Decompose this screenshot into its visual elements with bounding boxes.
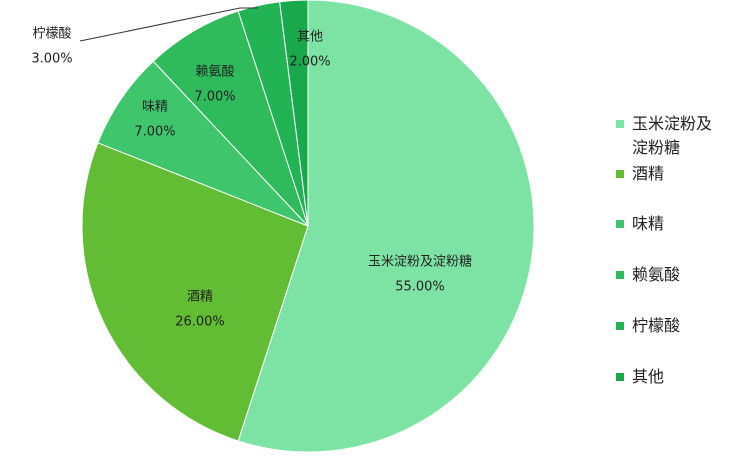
legend-label: 柠檬酸: [632, 316, 681, 335]
slice-value-label: 26.00%: [175, 315, 225, 330]
slice-label: 其他: [297, 30, 323, 45]
slice-value-label: 3.00%: [31, 52, 72, 67]
slice-value-label: 2.00%: [289, 55, 330, 70]
slice-label: 玉米淀粉及淀粉糖: [368, 254, 472, 270]
legend-swatch: [616, 373, 624, 381]
slice-value-label: 7.00%: [134, 125, 175, 140]
legend-swatch: [616, 220, 624, 228]
legend-label: 玉米淀粉及淀粉糖: [632, 114, 713, 157]
slice-label: 味精: [142, 100, 168, 115]
legend-item: 酒精: [616, 162, 726, 186]
legend-item: 玉米淀粉及淀粉糖: [616, 112, 726, 160]
legend-item: 柠檬酸: [616, 314, 726, 338]
pie-slice: [81, 142, 309, 442]
legend-item: 其他: [616, 365, 726, 389]
legend-label: 赖氨酸: [632, 265, 681, 284]
slice-value-label: 7.00%: [194, 90, 235, 105]
legend-label: 酒精: [632, 164, 665, 183]
leader-line: [79, 7, 258, 42]
pie-slice: [279, 0, 309, 227]
legend-label: 其他: [632, 367, 665, 386]
legend-swatch: [616, 322, 624, 330]
legend-item: 赖氨酸: [616, 263, 726, 287]
legend-swatch: [616, 170, 624, 178]
slice-label: 酒精: [187, 290, 213, 305]
slice-value-label: 55.00%: [395, 280, 445, 295]
slice-label: 柠檬酸: [32, 27, 71, 42]
legend-swatch: [616, 120, 624, 128]
legend-swatch: [616, 271, 624, 279]
legend-label: 味精: [632, 214, 665, 233]
legend-item: 味精: [616, 212, 726, 236]
slice-label: 赖氨酸: [195, 65, 234, 80]
pie-slice: [237, 0, 535, 453]
